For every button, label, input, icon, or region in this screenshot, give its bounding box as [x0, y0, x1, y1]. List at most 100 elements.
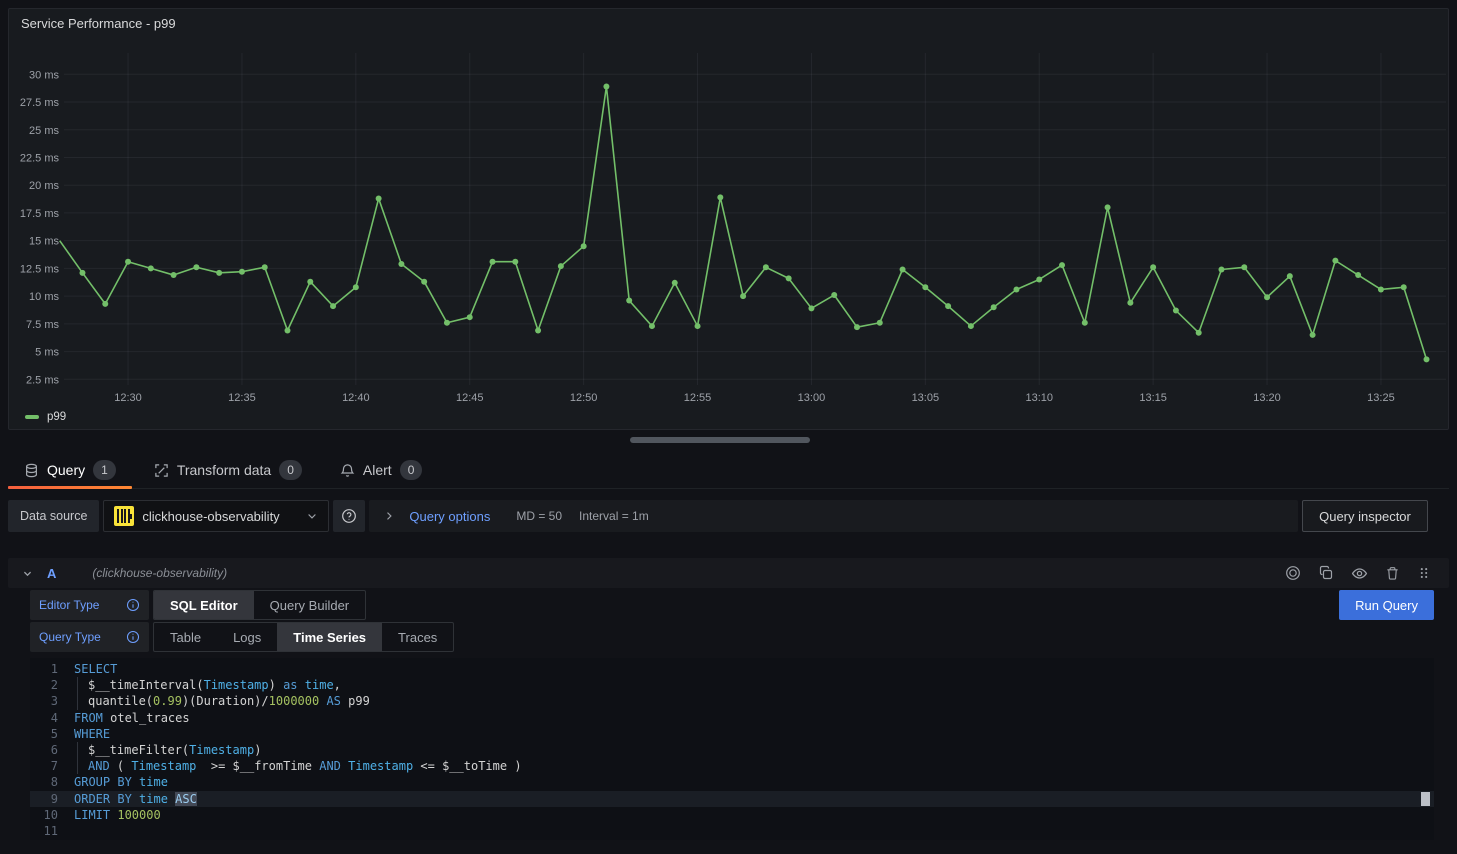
legend-series-label[interactable]: p99 [47, 411, 67, 423]
line-content: AND ( Timestamp >= $__fromTime AND Times… [74, 758, 1434, 775]
svg-text:13:10: 13:10 [1025, 392, 1053, 404]
sql-code-editor[interactable]: 1 SELECT 2 $__timeInterval(Timestamp) as ti… [30, 658, 1434, 840]
query-type-label-box: Query Type [30, 622, 149, 652]
remove-query-trash-icon[interactable] [1385, 566, 1400, 581]
timeseries-panel: Service Performance - p99 2.5 ms 5 ms 7.5 … [8, 8, 1449, 430]
editor-type-segmented-control: SQL Editor Query Builder [153, 590, 367, 620]
svg-text:12:30: 12:30 [114, 392, 142, 404]
code-line-2[interactable]: 2 $__timeInterval(Timestamp) as time, [30, 677, 1434, 694]
svg-text:27.5 ms: 27.5 ms [20, 97, 60, 109]
code-line-8[interactable]: 8 GROUP BY time [30, 774, 1434, 790]
line-content: FROM otel_traces [74, 710, 190, 725]
code-line-4[interactable]: 4 FROM otel_traces [30, 710, 1434, 726]
code-line-7[interactable]: 7 AND ( Timestamp >= $__fromTime AND Time… [30, 758, 1434, 775]
query-type-option-table[interactable]: Table [170, 629, 202, 645]
tab-transform-badge: 0 [279, 460, 302, 480]
query-options-link[interactable]: Query options [409, 508, 491, 524]
query-inspector-button[interactable]: Query inspector [1302, 500, 1428, 532]
drag-handle-grip-icon[interactable] [1417, 566, 1431, 580]
query-type-option-logs[interactable]: Logs [233, 629, 262, 645]
max-data-points-value: MD = 50 [516, 509, 563, 523]
svg-text:17.5 ms: 17.5 ms [20, 208, 60, 220]
line-number: 2 [50, 678, 58, 693]
editor-type-row: Editor Type SQL Editor Query Builder Run … [30, 590, 1434, 620]
line-number: 7 [50, 759, 58, 774]
svg-text:30 ms: 30 ms [29, 69, 59, 81]
line-content [74, 823, 1434, 839]
line-number: 6 [50, 742, 58, 757]
query-type-option-traces[interactable]: Traces [398, 629, 438, 645]
code-line-10[interactable]: 10 LIMIT 100000 [30, 807, 1434, 823]
run-query-button[interactable]: Run Query [1339, 590, 1434, 620]
code-line-5[interactable]: 5 WHERE [30, 726, 1434, 742]
tab-transform-label: Transform data [176, 462, 272, 478]
query-row-actions [1285, 565, 1431, 582]
info-circle-icon[interactable] [126, 630, 140, 644]
query-type-segmented-control: Table Logs Time Series Traces [153, 622, 455, 652]
svg-text:20 ms: 20 ms [29, 180, 59, 192]
line-number: 10 [43, 807, 58, 822]
question-circle-icon [341, 508, 357, 524]
chart-legend[interactable]: p99 [25, 411, 66, 423]
datasource-help-button[interactable] [333, 500, 366, 532]
code-line-11[interactable]: 11 [30, 823, 1434, 839]
line-number: 4 [50, 710, 58, 725]
svg-text:10 ms: 10 ms [29, 291, 59, 303]
tab-query[interactable]: Query 1 [8, 452, 132, 489]
editor-type-label: Editor Type [39, 598, 100, 612]
line-content: WHERE [74, 726, 111, 741]
svg-text:13:15: 13:15 [1139, 392, 1167, 404]
line-content: $__timeInterval(Timestamp) as time, [74, 677, 1434, 694]
collapse-chevron-icon[interactable] [22, 568, 33, 579]
timeseries-chart[interactable]: 2.5 ms 5 ms 7.5 ms 10 ms 12.5 ms 15 ms 17.5 ms… [9, 39, 1448, 413]
svg-text:12:35: 12:35 [228, 392, 256, 404]
line-content: quantile(0.99)(Duration)/1000000 AS p99 [74, 693, 1434, 710]
line-number: 5 [50, 726, 58, 741]
svg-text:5 ms: 5 ms [35, 347, 59, 359]
line-content: ORDER BY time ASC [74, 791, 197, 806]
query-row-header: A (clickhouse-observability) [8, 558, 1449, 588]
svg-text:13:00: 13:00 [798, 392, 826, 404]
line-number: 11 [43, 823, 58, 838]
panel-resize-handle[interactable] [630, 437, 810, 443]
line-number: 3 [50, 694, 58, 709]
query-type-option-time-series[interactable]: Time Series [277, 623, 383, 651]
disable-query-icon[interactable] [1285, 565, 1301, 581]
code-line-9[interactable]: 9 ORDER BY time ASC [30, 790, 1434, 807]
editor-type-option-sql-editor[interactable]: SQL Editor [154, 591, 254, 619]
info-circle-icon[interactable] [126, 598, 140, 612]
hide-response-eye-icon[interactable] [1351, 565, 1368, 582]
datasource-picker[interactable]: clickhouse-observability [103, 500, 330, 532]
tab-query-badge: 1 [93, 460, 116, 480]
svg-text:2.5 ms: 2.5 ms [26, 374, 60, 386]
svg-text:15 ms: 15 ms [29, 236, 59, 248]
tab-alert-label: Alert [362, 462, 392, 478]
svg-text:12:50: 12:50 [570, 392, 598, 404]
tab-query-label: Query [47, 462, 86, 478]
code-line-1[interactable]: 1 SELECT [30, 661, 1434, 677]
svg-text:22.5 ms: 22.5 ms [20, 152, 60, 164]
chevron-down-icon [306, 510, 318, 522]
code-line-6[interactable]: 6 $__timeFilter(Timestamp) [30, 741, 1434, 759]
editor-type-option-query-builder[interactable]: Query Builder [269, 597, 350, 613]
tab-alert[interactable]: Alert 0 [324, 452, 438, 488]
code-line-3[interactable]: 3 quantile(0.99)(Duration)/1000000 AS p99 [30, 693, 1434, 710]
query-ref-id[interactable]: A [47, 565, 57, 581]
datasource-name: clickhouse-observability [142, 508, 280, 524]
query-type-row: Query Type Table Logs Time Series Traces [30, 622, 1434, 652]
chevron-right-icon[interactable] [383, 510, 395, 522]
svg-text:12:45: 12:45 [456, 392, 484, 404]
line-number: 8 [50, 775, 58, 790]
datasource-label: Data source [8, 500, 100, 532]
panel-title[interactable]: Service Performance - p99 [21, 16, 176, 31]
duplicate-query-icon[interactable] [1318, 565, 1334, 581]
line-number: 9 [50, 791, 58, 806]
bell-icon [340, 463, 355, 478]
query-type-label: Query Type [39, 630, 101, 644]
svg-text:13:25: 13:25 [1367, 392, 1395, 404]
database-icon [24, 463, 39, 478]
editor-tabs: Query 1 Transform data 0 Alert [8, 452, 1449, 489]
tab-transform-data[interactable]: Transform data 0 [138, 452, 318, 488]
clickhouse-logo-icon [114, 506, 135, 526]
